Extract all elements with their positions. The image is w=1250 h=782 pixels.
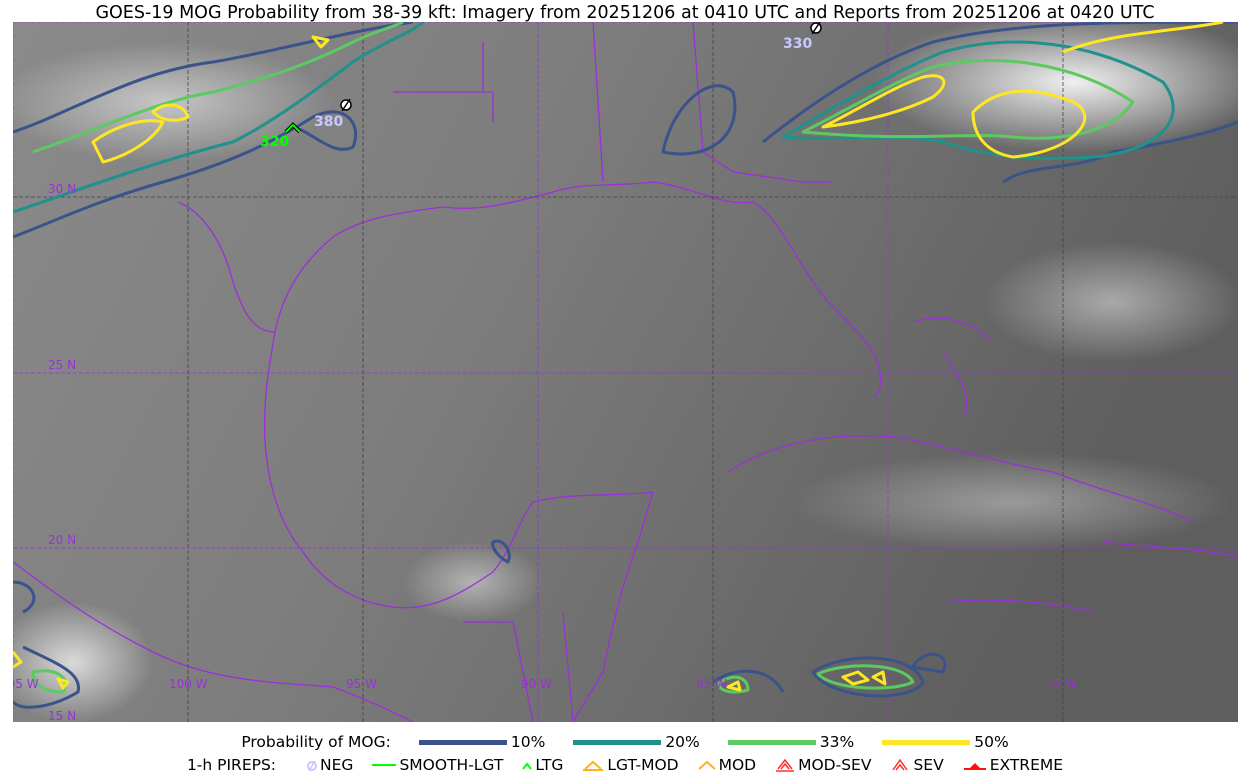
sev-double-caret-icon — [892, 758, 909, 771]
probability-legend-label: Probability of MOG: — [241, 733, 391, 751]
lon-label-95w: 95 W — [346, 677, 377, 691]
lon-label-100w: 100 W — [169, 677, 208, 691]
mog-contours — [13, 22, 1238, 709]
probability-legend: Probability of MOG: 10% 20% 33% 50% — [0, 733, 1250, 751]
satellite-map: 30 N 25 N 20 N 15 N 105 W 100 W 95 W 90 … — [13, 22, 1238, 722]
legend-smooth-lgt: SMOOTH-LGT — [399, 756, 504, 774]
neg-icon — [810, 22, 822, 35]
chart-title: GOES-19 MOG Probability from 38-39 kft: … — [95, 3, 1155, 23]
pirep-neg-380[interactable]: 380 — [314, 98, 352, 130]
legend-neg: NEG — [320, 756, 354, 774]
legend-level-33: 33% — [819, 733, 855, 751]
lon-label-75w: 75 W — [1046, 677, 1077, 691]
lat-label-30n: 30 N — [48, 182, 76, 196]
pirep-legend: 1-h PIREPS: NEG SMOOTH-LGT LTG LGT-MOD M… — [0, 756, 1250, 774]
legend-lgt-mod: LGT-MOD — [607, 756, 679, 774]
legend-extreme: EXTREME — [989, 756, 1064, 774]
ltg-caret-icon — [522, 762, 533, 770]
neg-icon — [340, 98, 352, 112]
lon-label-105w: 105 W — [13, 677, 39, 691]
graticule — [13, 22, 1238, 722]
legend-level-10: 10% — [510, 733, 546, 751]
pirep-neg-330[interactable]: 330 — [783, 22, 822, 52]
lon-label-90w: 90 W — [521, 677, 552, 691]
legend-mod-sev: MOD-SEV — [798, 756, 872, 774]
extreme-triangle-icon — [963, 763, 986, 770]
neg-icon — [307, 760, 318, 772]
legend-sev: SEV — [913, 756, 944, 774]
lat-label-20n: 20 N — [48, 533, 76, 547]
mod-caret-icon — [697, 760, 716, 770]
mod-sev-double-caret-bar-icon — [776, 758, 795, 772]
pirep-altitude: 380 — [314, 114, 343, 130]
legend-ltg: LTG — [535, 756, 564, 774]
pirep-ltg-320[interactable]: 320 — [260, 122, 302, 150]
swatch-20 — [573, 739, 662, 745]
lgt-mod-caret-bar-icon — [583, 760, 604, 771]
pirep-altitude: 330 — [783, 36, 812, 52]
swatch-10 — [418, 739, 507, 745]
legend-level-50: 50% — [974, 733, 1009, 751]
legend-level-20: 20% — [665, 733, 700, 751]
pirep-legend-label: 1-h PIREPS: — [186, 756, 277, 774]
lat-label-15n: 15 N — [48, 709, 76, 722]
lat-label-25n: 25 N — [48, 358, 76, 372]
smooth-lgt-line-icon — [372, 764, 397, 766]
swatch-50 — [882, 739, 971, 745]
pirep-altitude: 320 — [260, 134, 289, 150]
swatch-33 — [727, 739, 816, 745]
legend-mod: MOD — [718, 756, 757, 774]
lon-label-85w: 85 W — [696, 677, 727, 691]
